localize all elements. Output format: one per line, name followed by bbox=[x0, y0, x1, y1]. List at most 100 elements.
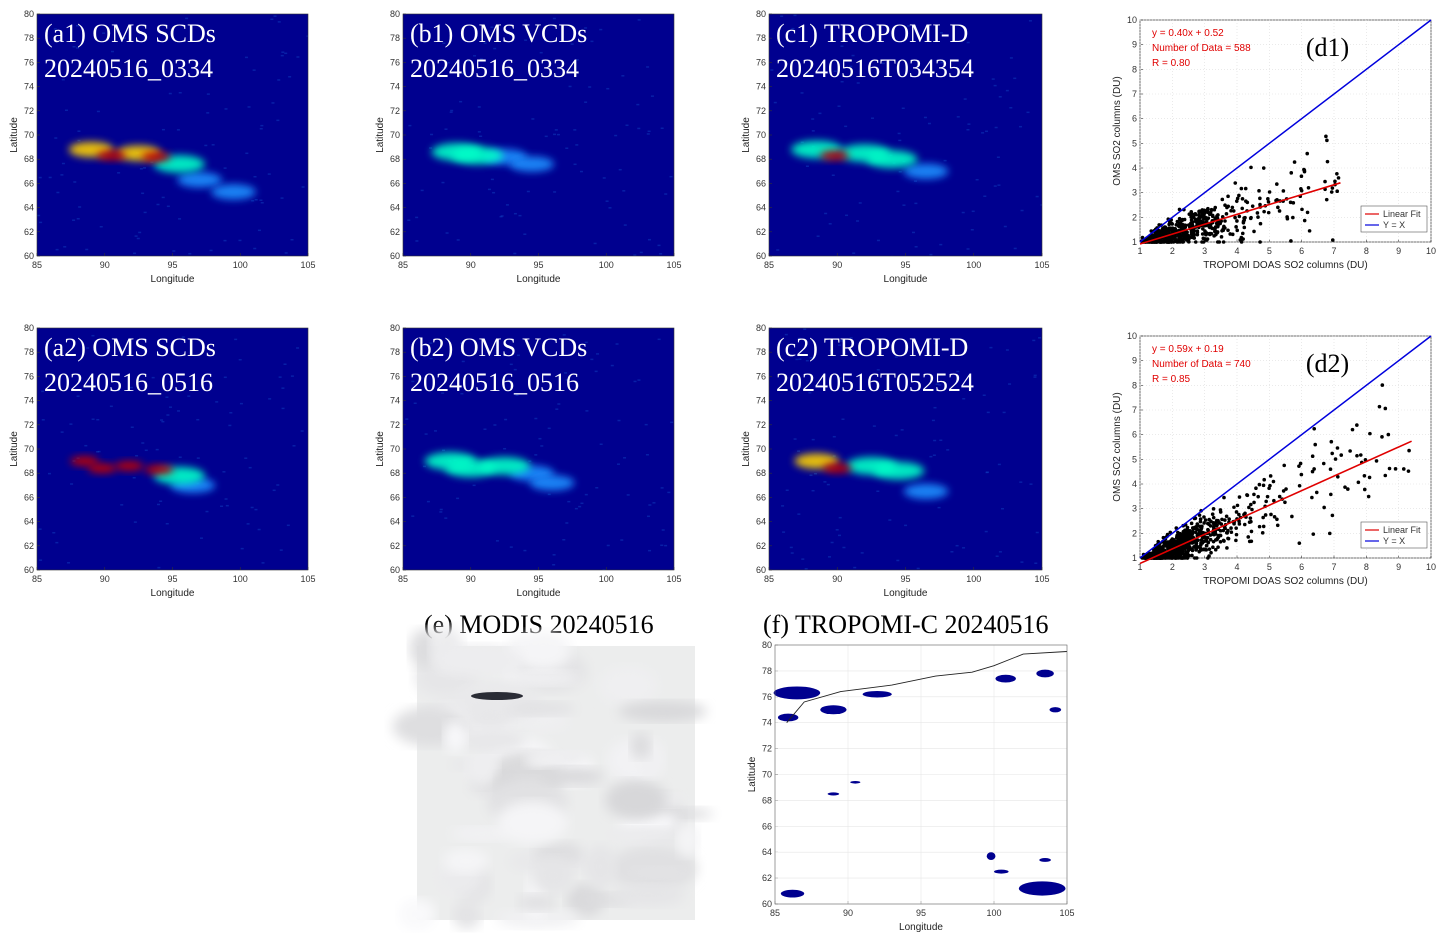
noise-speck bbox=[553, 191, 557, 193]
data-point bbox=[1203, 518, 1208, 522]
noise-speck bbox=[441, 392, 445, 394]
noise-speck bbox=[590, 358, 594, 361]
panel-a2: 85 90 95 100 105 60 62 64 66 68 70 72 74 76 78 80 Longit… bbox=[9, 323, 316, 599]
x-tick-label: 90 bbox=[100, 574, 110, 584]
noise-speck bbox=[267, 173, 271, 175]
data-point bbox=[1160, 545, 1165, 550]
plume-blob-medium bbox=[451, 146, 504, 165]
x-tick-label: 10 bbox=[1426, 562, 1436, 572]
noise-speck bbox=[449, 111, 453, 113]
noise-speck bbox=[178, 92, 182, 94]
data-point bbox=[1299, 187, 1303, 191]
y-tick-label: 72 bbox=[756, 420, 766, 430]
x-tick-label: 9 bbox=[1396, 562, 1401, 572]
data-point bbox=[1222, 495, 1226, 500]
data-point bbox=[1198, 547, 1203, 552]
data-point bbox=[1339, 453, 1344, 457]
y-tick-label: 4 bbox=[1132, 163, 1137, 173]
data-point bbox=[1210, 213, 1215, 218]
data-point bbox=[1209, 207, 1214, 212]
noise-speck bbox=[567, 500, 571, 503]
data-point bbox=[1211, 515, 1216, 520]
data-point bbox=[1252, 492, 1256, 497]
noise-speck bbox=[797, 450, 801, 452]
noise-speck bbox=[161, 128, 165, 131]
noise-speck bbox=[784, 333, 788, 336]
data-point bbox=[1211, 507, 1216, 511]
noise-speck bbox=[840, 340, 844, 342]
noise-speck bbox=[271, 102, 275, 104]
noise-speck bbox=[254, 508, 258, 511]
data-point bbox=[1246, 535, 1251, 539]
noise-speck bbox=[833, 70, 837, 72]
y-tick-label: 74 bbox=[24, 396, 34, 406]
noise-speck bbox=[109, 405, 113, 408]
data-point bbox=[1333, 457, 1338, 461]
data-point bbox=[1249, 215, 1253, 220]
data-point bbox=[1186, 549, 1191, 553]
y-tick-label: 70 bbox=[756, 444, 766, 454]
y-tick-label: 70 bbox=[24, 444, 34, 454]
noise-speck bbox=[929, 253, 933, 256]
noise-speck bbox=[830, 541, 834, 544]
noise-speck bbox=[966, 248, 970, 250]
y-tick-label: 70 bbox=[762, 770, 772, 780]
data-point bbox=[1282, 463, 1287, 468]
noise-speck bbox=[622, 190, 626, 192]
data-point bbox=[1216, 518, 1220, 523]
data-point bbox=[1302, 167, 1306, 172]
noise-speck bbox=[669, 175, 673, 178]
noise-speck bbox=[809, 357, 813, 359]
cloud-patch bbox=[986, 852, 996, 860]
cloud-patch bbox=[1039, 858, 1051, 862]
noise-speck bbox=[39, 221, 43, 224]
noise-speck bbox=[292, 445, 296, 447]
data-point bbox=[1189, 228, 1194, 233]
cloud-texture bbox=[515, 631, 572, 671]
noise-speck bbox=[523, 549, 527, 552]
noise-speck bbox=[268, 398, 272, 400]
data-point bbox=[1221, 528, 1226, 533]
data-point bbox=[1188, 536, 1193, 540]
noise-speck bbox=[461, 360, 465, 363]
y-tick-label: 76 bbox=[24, 57, 34, 67]
noise-speck bbox=[405, 418, 409, 420]
noise-speck bbox=[950, 551, 954, 553]
noise-speck bbox=[188, 252, 192, 255]
data-point bbox=[1169, 540, 1174, 545]
fit-line bbox=[1139, 440, 1412, 565]
data-point bbox=[1335, 189, 1340, 194]
noise-speck bbox=[955, 544, 959, 547]
data-point bbox=[1241, 237, 1245, 241]
noise-speck bbox=[770, 69, 774, 71]
data-point bbox=[1291, 215, 1295, 220]
data-point bbox=[1314, 490, 1319, 495]
y-tick-label: 6 bbox=[1132, 430, 1137, 440]
x-tick-label: 95 bbox=[167, 260, 177, 270]
noise-speck bbox=[797, 513, 801, 515]
x-axis-label: TROPOMI DOAS SO2 columns (DU) bbox=[1203, 260, 1367, 271]
noise-speck bbox=[894, 434, 898, 437]
data-point bbox=[1297, 483, 1302, 488]
noise-speck bbox=[986, 411, 990, 414]
noise-speck bbox=[1019, 481, 1023, 483]
scatter-points bbox=[1139, 134, 1341, 244]
data-point bbox=[1185, 553, 1189, 558]
noise-speck bbox=[1020, 209, 1024, 212]
noise-speck bbox=[296, 347, 300, 349]
noise-speck bbox=[876, 490, 880, 493]
noise-speck bbox=[1033, 374, 1037, 377]
y-tick-label: 9 bbox=[1132, 356, 1137, 366]
noise-speck bbox=[1002, 411, 1006, 414]
x-tick-label: 90 bbox=[843, 908, 853, 918]
panel-title-line: 20240516T052524 bbox=[776, 368, 974, 397]
data-point bbox=[1272, 498, 1276, 503]
data-point bbox=[1267, 486, 1271, 491]
data-point bbox=[1200, 541, 1205, 545]
x-tick-label: 85 bbox=[398, 574, 408, 584]
data-point bbox=[1235, 503, 1240, 508]
noise-speck bbox=[881, 62, 885, 65]
noise-speck bbox=[818, 112, 822, 115]
y-tick-label: 60 bbox=[24, 251, 34, 261]
legend-label: Linear Fit bbox=[1383, 525, 1421, 535]
